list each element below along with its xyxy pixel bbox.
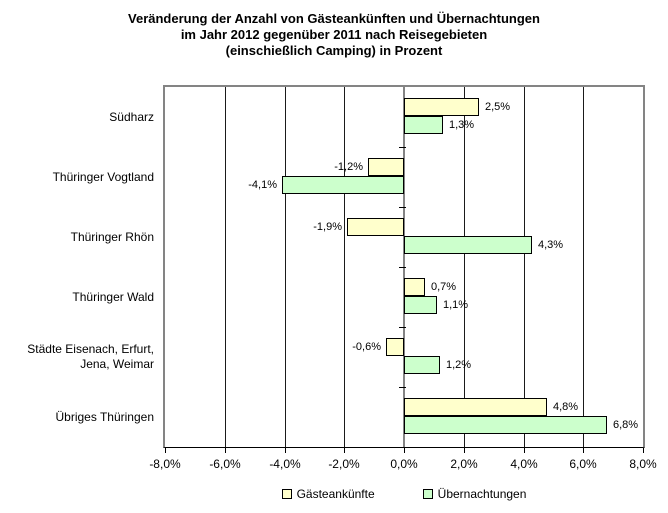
bar-value-label: -0,6% bbox=[352, 341, 381, 353]
chart-title: Veränderung der Anzahl von Gästeankünfte… bbox=[0, 11, 668, 59]
chart-title-line-3: (einschießlich Camping) in Prozent bbox=[225, 43, 443, 58]
category-label-text: Übriges Thüringen bbox=[55, 409, 154, 424]
x-axis-tick-label: 4,0% bbox=[510, 457, 538, 471]
x-axis-tick-label: 6,0% bbox=[569, 457, 597, 471]
x-axis-tick bbox=[285, 448, 286, 453]
legend-marker-gaesteankuenfte-icon bbox=[281, 489, 292, 499]
bar-value-label: 1,2% bbox=[446, 359, 472, 371]
x-axis-tick bbox=[404, 448, 405, 453]
legend: Gästeankünfte Übernachtungen bbox=[163, 487, 645, 501]
bar-value-label: 4,8% bbox=[553, 401, 579, 413]
category-label-text: Südharz bbox=[109, 109, 154, 124]
category-axis-tick bbox=[399, 327, 406, 328]
bar-value-label: 6,8% bbox=[613, 419, 639, 431]
category-label: Thüringer Vogtland bbox=[1, 147, 154, 207]
chart-title-line-2: im Jahr 2012 gegenüber 2011 nach Reisege… bbox=[180, 27, 488, 42]
bar-value-label: 2,5% bbox=[485, 101, 511, 113]
legend-label-uebernachtungen: Übernachtungen bbox=[437, 487, 527, 501]
category-label: Südharz bbox=[1, 87, 154, 147]
bar-gaesteankuenfte bbox=[368, 158, 404, 176]
x-axis-tick-label: -6,0% bbox=[209, 457, 241, 471]
plot-area: 2,5% 1,3% -1,2% -4,1% -1,9% 4,3% 0,7% 1,1% -0,6%… bbox=[163, 85, 645, 448]
x-axis-tick bbox=[225, 448, 226, 453]
legend-item-gaesteankuenfte: Gästeankünfte bbox=[281, 487, 375, 501]
bar-uebernachtungen bbox=[404, 416, 607, 434]
x-axis-tick-label: 2,0% bbox=[450, 457, 478, 471]
category-label: Übriges Thüringen bbox=[1, 387, 154, 447]
chart-title-line-1: Veränderung der Anzahl von Gästeankünfte… bbox=[128, 11, 540, 26]
bar-gaesteankuenfte bbox=[386, 338, 404, 356]
x-axis-tick bbox=[643, 448, 644, 453]
x-axis-tick-label: -4,0% bbox=[269, 457, 301, 471]
gridline bbox=[344, 87, 345, 447]
x-axis-tick-label: 0,0% bbox=[390, 457, 418, 471]
category-axis-tick bbox=[399, 207, 406, 208]
bar-value-label: 1,3% bbox=[449, 119, 475, 131]
x-axis-tick-label: -8,0% bbox=[149, 457, 181, 471]
legend-item-uebernachtungen: Übernachtungen bbox=[422, 487, 527, 501]
x-axis-tick bbox=[344, 448, 345, 453]
category-label-text: Thüringer Rhön bbox=[70, 229, 154, 244]
category-axis-tick bbox=[399, 387, 406, 388]
bar-gaesteankuenfte bbox=[404, 398, 547, 416]
bar-value-label: -1,2% bbox=[334, 161, 363, 173]
category-label-text: Thüringer Wald bbox=[72, 289, 154, 304]
bar-uebernachtungen bbox=[404, 356, 440, 374]
category-label-text: Thüringer Vogtland bbox=[52, 169, 154, 184]
bar-uebernachtungen bbox=[404, 296, 437, 314]
gridline bbox=[524, 87, 525, 447]
bar-gaesteankuenfte bbox=[404, 278, 425, 296]
bar-value-label: -1,9% bbox=[313, 221, 342, 233]
bar-value-label: 0,7% bbox=[431, 281, 457, 293]
category-label: Städte Eisenach, Erfurt, Jena, Weimar bbox=[1, 327, 154, 387]
legend-marker-uebernachtungen-icon bbox=[422, 489, 433, 499]
x-axis-tick bbox=[583, 448, 584, 453]
bar-uebernachtungen bbox=[404, 116, 443, 134]
bar-gaesteankuenfte bbox=[347, 218, 404, 236]
bar-gaesteankuenfte bbox=[404, 98, 479, 116]
gridline bbox=[285, 87, 286, 447]
x-axis-tick-label: 8,0% bbox=[629, 457, 657, 471]
bar-uebernachtungen bbox=[282, 176, 404, 194]
bar-uebernachtungen bbox=[404, 236, 532, 254]
legend-label-gaesteankuenfte: Gästeankünfte bbox=[296, 487, 375, 501]
gridline bbox=[225, 87, 226, 447]
x-axis-tick-label: -2,0% bbox=[328, 457, 360, 471]
x-axis-tick bbox=[464, 448, 465, 453]
category-axis-tick bbox=[399, 147, 406, 148]
category-axis-tick bbox=[399, 267, 406, 268]
category-label: Thüringer Wald bbox=[1, 267, 154, 327]
bar-value-label: -4,1% bbox=[248, 179, 277, 191]
category-label: Thüringer Rhön bbox=[1, 207, 154, 267]
bar-value-label: 4,3% bbox=[538, 239, 564, 251]
x-axis-tick bbox=[165, 448, 166, 453]
category-label-text: Städte Eisenach, Erfurt, Jena, Weimar bbox=[27, 342, 154, 371]
gridline bbox=[464, 87, 465, 447]
bar-value-label: 1,1% bbox=[443, 299, 469, 311]
x-axis-tick bbox=[524, 448, 525, 453]
gridline bbox=[583, 87, 584, 447]
